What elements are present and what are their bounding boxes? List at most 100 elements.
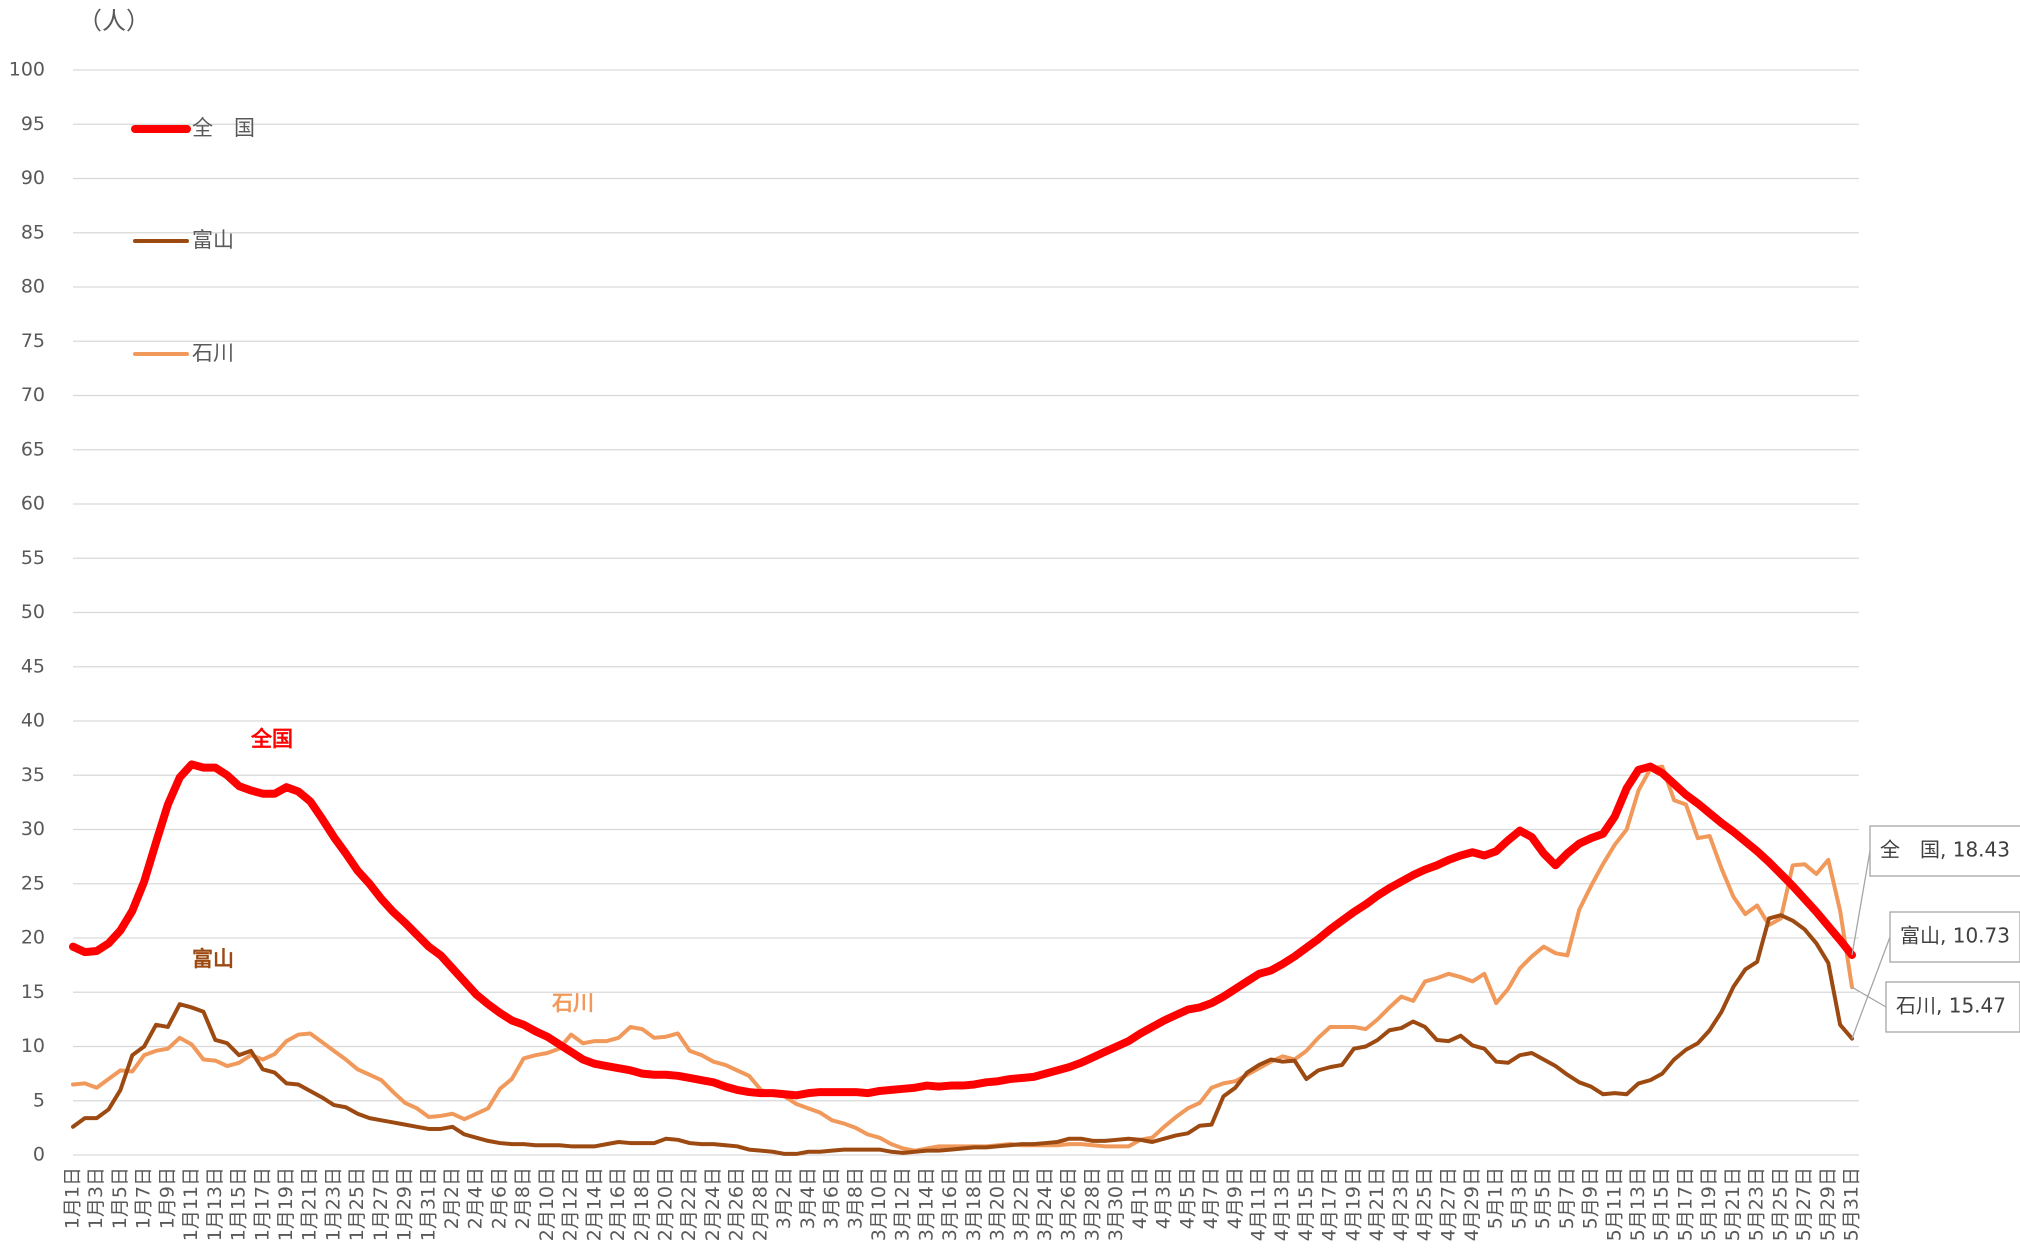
x-tick-label: 5月9日 bbox=[1580, 1167, 1602, 1229]
x-tick-label: 3月28日 bbox=[1081, 1167, 1103, 1241]
y-tick-label: 10 bbox=[21, 1035, 45, 1057]
y-tick-label: 65 bbox=[21, 438, 45, 460]
x-tick-label: 4月17日 bbox=[1319, 1167, 1341, 1241]
x-tick-label: 5月21日 bbox=[1722, 1167, 1744, 1241]
x-tick-label: 4月7日 bbox=[1200, 1167, 1222, 1229]
x-tick-label: 1月15日 bbox=[228, 1167, 250, 1241]
legend-label: 富山 bbox=[192, 228, 234, 252]
inline-label: 全国 bbox=[250, 727, 293, 751]
x-tick-label: 1月13日 bbox=[204, 1167, 226, 1241]
x-tick-label: 1月11日 bbox=[180, 1167, 202, 1241]
x-tick-label: 3月14日 bbox=[915, 1167, 937, 1241]
x-tick-label: 1月17日 bbox=[251, 1167, 273, 1241]
x-tick-label: 3月22日 bbox=[1010, 1167, 1032, 1241]
x-tick-label: 2月6日 bbox=[488, 1167, 510, 1229]
x-tick-label: 5月31日 bbox=[1841, 1167, 1863, 1241]
x-tick-label: 5月3日 bbox=[1508, 1167, 1530, 1229]
x-tick-label: 5月15日 bbox=[1651, 1167, 1673, 1241]
x-tick-label: 4月25日 bbox=[1414, 1167, 1436, 1241]
x-tick-label: 5月17日 bbox=[1674, 1167, 1696, 1241]
x-tick-label: 2月20日 bbox=[655, 1167, 677, 1241]
x-tick-label: 3月18日 bbox=[963, 1167, 985, 1241]
callout-label: 富山, 10.73 bbox=[1900, 924, 2010, 948]
x-tick-label: 5月5日 bbox=[1532, 1167, 1554, 1229]
x-tick-label: 1月7日 bbox=[133, 1167, 155, 1229]
y-tick-label: 95 bbox=[21, 113, 45, 135]
x-tick-label: 4月29日 bbox=[1461, 1167, 1483, 1241]
y-tick-label: 20 bbox=[21, 927, 45, 949]
x-tick-label: 4月9日 bbox=[1224, 1167, 1246, 1229]
x-tick-label: 1月27日 bbox=[370, 1167, 392, 1241]
callout-leader bbox=[1851, 986, 1887, 1008]
x-tick-label: 4月13日 bbox=[1271, 1167, 1293, 1241]
x-tick-label: 5月23日 bbox=[1746, 1167, 1768, 1241]
callout-label: 全 国, 18.43 bbox=[1880, 838, 2010, 862]
x-tick-label: 3月2日 bbox=[773, 1167, 795, 1229]
y-unit: （人） bbox=[78, 7, 150, 35]
x-tick-label: 4月3日 bbox=[1153, 1167, 1175, 1229]
y-tick-label: 25 bbox=[21, 872, 45, 894]
x-tick-label: 3月8日 bbox=[844, 1167, 866, 1229]
x-tick-label: 2月12日 bbox=[560, 1167, 582, 1241]
x-tick-label: 4月11日 bbox=[1248, 1167, 1270, 1241]
x-tick-label: 2月18日 bbox=[631, 1167, 653, 1241]
x-tick-label: 3月6日 bbox=[821, 1167, 843, 1229]
y-tick-label: 80 bbox=[21, 276, 45, 298]
x-tick-label: 5月13日 bbox=[1627, 1167, 1649, 1241]
y-tick-label: 15 bbox=[21, 981, 45, 1003]
x-tick-label: 1月31日 bbox=[417, 1167, 439, 1241]
x-tick-label: 1月1日 bbox=[62, 1167, 84, 1229]
x-tick-label: 4月21日 bbox=[1366, 1167, 1388, 1241]
x-tick-label: 4月27日 bbox=[1437, 1167, 1459, 1241]
series-line bbox=[69, 760, 1856, 1100]
x-tick-label: 1月29日 bbox=[394, 1167, 416, 1241]
x-tick-label: 3月10日 bbox=[868, 1167, 890, 1241]
y-tick-label: 90 bbox=[21, 167, 45, 189]
series-line bbox=[71, 913, 1854, 1156]
callout-leader bbox=[1851, 850, 1871, 956]
x-tick-label: 3月4日 bbox=[797, 1167, 819, 1229]
x-tick-label: 2月14日 bbox=[583, 1167, 605, 1241]
x-tick-label: 4月5日 bbox=[1176, 1167, 1198, 1229]
x-tick-label: 2月16日 bbox=[607, 1167, 629, 1241]
x-tick-label: 5月7日 bbox=[1556, 1167, 1578, 1229]
x-tick-label: 3月12日 bbox=[892, 1167, 914, 1241]
callout-box bbox=[1869, 825, 2020, 877]
x-tick-label: 3月16日 bbox=[939, 1167, 961, 1241]
x-tick-label: 1月25日 bbox=[346, 1167, 368, 1241]
y-tick-label: 55 bbox=[21, 547, 45, 569]
x-tick-label: 1月21日 bbox=[299, 1167, 321, 1241]
x-tick-label: 2月8日 bbox=[512, 1167, 534, 1229]
x-tick-label: 2月4日 bbox=[465, 1167, 487, 1229]
x-tick-label: 3月26日 bbox=[1058, 1167, 1080, 1241]
y-tick-label: 50 bbox=[21, 601, 45, 623]
callout-box bbox=[1889, 911, 2020, 963]
x-tick-label: 5月27日 bbox=[1793, 1167, 1815, 1241]
x-tick-label: 4月1日 bbox=[1129, 1167, 1151, 1229]
legend-label: 石川 bbox=[192, 341, 234, 365]
x-tick-label: 5月19日 bbox=[1698, 1167, 1720, 1241]
x-tick-label: 4月23日 bbox=[1390, 1167, 1412, 1241]
y-tick-label: 5 bbox=[33, 1089, 45, 1111]
x-tick-label: 5月29日 bbox=[1817, 1167, 1839, 1241]
x-tick-label: 4月15日 bbox=[1295, 1167, 1317, 1241]
x-tick-label: 1月23日 bbox=[322, 1167, 344, 1241]
x-tick-label: 5月1日 bbox=[1485, 1167, 1507, 1229]
y-tick-label: 70 bbox=[21, 384, 45, 406]
legend-label: 全 国 bbox=[192, 116, 255, 140]
callout-label: 石川, 15.47 bbox=[1896, 994, 2006, 1018]
x-tick-label: 3月24日 bbox=[1034, 1167, 1056, 1241]
x-tick-label: 2月2日 bbox=[441, 1167, 463, 1229]
x-tick-label: 2月28日 bbox=[749, 1167, 771, 1241]
y-tick-label: 40 bbox=[21, 710, 45, 732]
y-tick-label: 0 bbox=[33, 1144, 45, 1166]
y-tick-label: 35 bbox=[21, 764, 45, 786]
x-tick-label: 1月19日 bbox=[275, 1167, 297, 1241]
x-tick-label: 1月5日 bbox=[109, 1167, 131, 1229]
x-tick-label: 5月25日 bbox=[1769, 1167, 1791, 1241]
callout-leader bbox=[1851, 936, 1891, 1039]
x-tick-label: 1月3日 bbox=[85, 1167, 107, 1229]
series-line bbox=[71, 764, 1854, 1153]
y-tick-label: 75 bbox=[21, 330, 45, 352]
